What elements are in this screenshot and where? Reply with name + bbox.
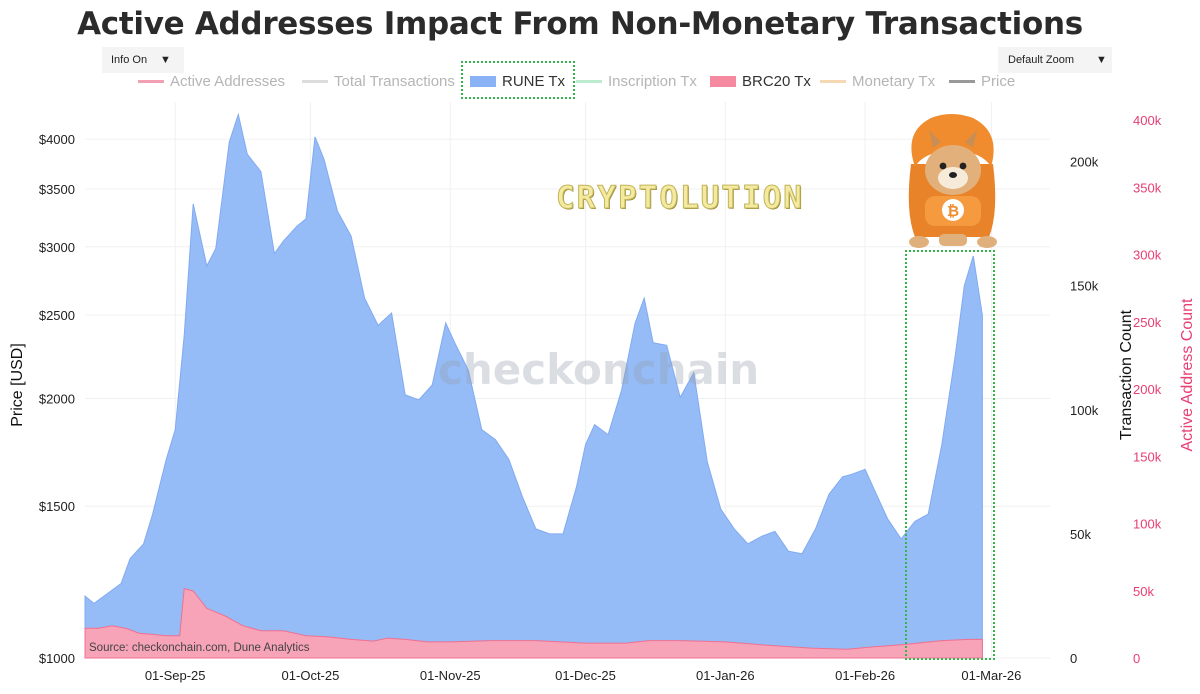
y-left-tick-label: $3500 xyxy=(39,182,75,197)
x-tick-label: 01-Sep-25 xyxy=(145,668,206,683)
y-right2-tick-label: 200k xyxy=(1133,382,1162,397)
area-series xyxy=(84,112,983,659)
y-right2-tick-label: 300k xyxy=(1133,248,1162,263)
zoom-dropdown[interactable]: Default Zoom ▼ xyxy=(998,47,1112,73)
legend-label: Price xyxy=(981,72,1016,90)
shiba-dog-bitcoin-hoodie-icon: ₿ xyxy=(908,114,997,248)
legend-item-price[interactable]: Price xyxy=(949,70,1015,92)
y-right-tick-label: 0 xyxy=(1070,651,1077,666)
legend-item-monetary-tx[interactable]: Monetary Tx xyxy=(820,70,935,92)
area-rune-tx xyxy=(84,112,983,659)
legend-label: Active Addresses xyxy=(170,72,286,90)
legend-highlight-box xyxy=(461,61,575,99)
legend-label: Monetary Tx xyxy=(852,72,936,90)
y-right2-tick-label: 250k xyxy=(1133,315,1162,330)
chevron-down-icon: ▼ xyxy=(160,54,171,66)
x-tick-label: 01-Mar-26 xyxy=(961,668,1021,683)
info-toggle-dropdown[interactable]: Info On ▼ xyxy=(102,47,184,73)
svg-text:₿: ₿ xyxy=(947,203,959,220)
y-right2-tick-label: 400k xyxy=(1133,113,1162,128)
highlight-box-recent-surge xyxy=(905,250,995,660)
info-toggle-label: Info On xyxy=(111,54,148,66)
x-tick-label: 01-Dec-25 xyxy=(555,668,616,683)
legend-swatch xyxy=(710,75,736,87)
legend-item-total-transactions[interactable]: Total Transactions xyxy=(302,70,455,92)
y-left-tick-label: $4000 xyxy=(39,132,75,147)
legend-item-active-addresses[interactable]: Active Addresses xyxy=(138,70,285,92)
watermark-text: checkonchain xyxy=(438,345,760,394)
y-right2-tick-label: 350k xyxy=(1133,180,1162,195)
y-right-tick-label: 100k xyxy=(1070,403,1099,418)
x-tick-label: 01-Feb-26 xyxy=(835,668,895,683)
y-right2-tick-label: 150k xyxy=(1133,449,1162,464)
y-left-tick-label: $1000 xyxy=(39,651,75,666)
legend-label: Total Transactions xyxy=(334,72,455,90)
y-left-axis-title: Price [USD] xyxy=(9,343,26,427)
legend-item-inscription-tx[interactable]: Inscription Tx xyxy=(576,70,697,92)
y-right-tick-label: 50k xyxy=(1070,527,1091,542)
y-right-tick-label: 150k xyxy=(1070,279,1099,294)
y-left-tick-label: $2000 xyxy=(39,392,75,407)
legend-swatch xyxy=(576,79,602,83)
y-left-tick-label: $3000 xyxy=(39,240,75,255)
legend-label: BRC20 Tx xyxy=(742,72,811,90)
legend-item-rune-tx[interactable]: RUNE Tx xyxy=(470,70,565,92)
x-tick-label: 01-Jan-26 xyxy=(696,668,755,683)
y-left-tick-label: $2500 xyxy=(39,308,75,323)
chart-title: Active Addresses Impact From Non-Monetar… xyxy=(77,6,1083,42)
brand-logo-text: CRYPTOLUTION xyxy=(556,180,804,217)
legend-swatch xyxy=(138,79,164,83)
y-right-axis-title: Transaction Count xyxy=(1118,309,1135,440)
zoom-label: Default Zoom xyxy=(1008,54,1075,66)
legend-swatch xyxy=(820,79,846,83)
chart-legend: Active Addresses Total Transactions RUNE… xyxy=(0,70,1160,92)
legend-item-brc20-tx[interactable]: BRC20 Tx xyxy=(710,70,811,92)
legend-label: Inscription Tx xyxy=(608,72,697,90)
legend-swatch xyxy=(949,79,975,83)
y-right2-tick-label: 100k xyxy=(1133,517,1162,532)
legend-swatch xyxy=(302,79,328,83)
y-left-tick-label: $1500 xyxy=(39,499,75,514)
chevron-down-icon: ▼ xyxy=(1096,54,1107,66)
y-right2-tick-label: 0 xyxy=(1133,651,1140,666)
y-right2-axis-title: Active Address Count xyxy=(1179,298,1196,452)
y-right-tick-label: 200k xyxy=(1070,155,1099,170)
area-brc20-tx xyxy=(84,587,983,659)
x-tick-label: 01-Nov-25 xyxy=(420,668,481,683)
legend-label: RUNE Tx xyxy=(502,72,566,90)
axes: 01-Sep-25 01-Oct-25 01-Nov-25 01-Dec-25 01-J… xyxy=(9,113,1196,683)
source-note: Source: checkonchain.com, Dune Analytics xyxy=(89,642,310,654)
legend-swatch xyxy=(470,75,496,87)
x-tick-label: 01-Oct-25 xyxy=(282,668,340,683)
y-right2-tick-label: 50k xyxy=(1133,584,1154,599)
